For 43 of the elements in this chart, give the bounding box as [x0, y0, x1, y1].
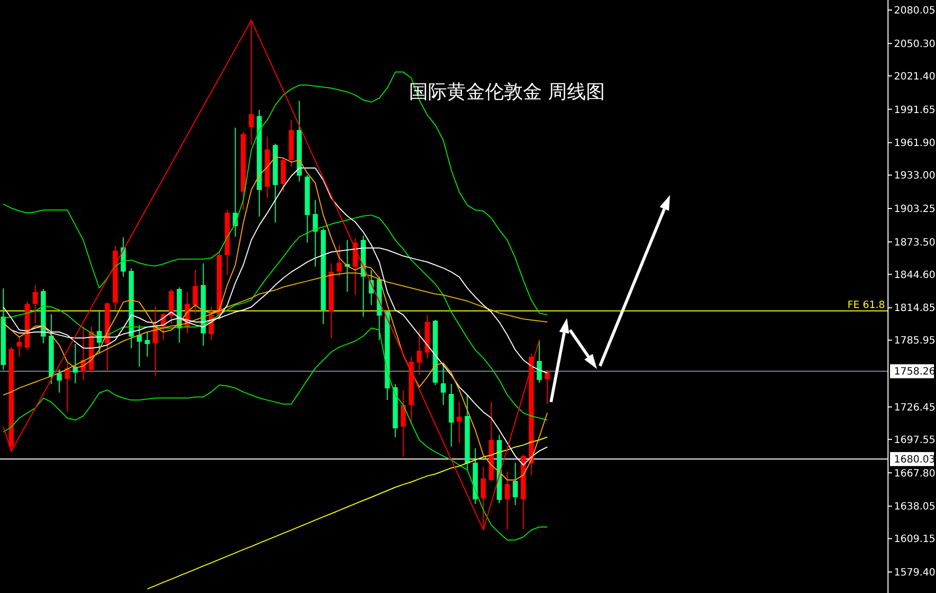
line-series	[2, 20, 540, 530]
line-series	[2, 327, 548, 541]
candlestick	[416, 328, 422, 376]
y-tick-label: 1903.25	[894, 204, 936, 215]
candlestick	[16, 336, 22, 358]
candlestick	[56, 368, 62, 394]
candlestick	[336, 244, 342, 278]
candlestick	[32, 284, 38, 324]
y-tick-label: 1814.85	[894, 303, 936, 314]
ref-line-label: FE 61.8	[847, 300, 885, 311]
candlestick	[536, 339, 542, 384]
y-tick-label: 1785.95	[894, 336, 936, 347]
y-tick-label: 1667.80	[894, 468, 936, 480]
line-series	[2, 214, 548, 421]
candlestick	[504, 471, 510, 530]
y-tick-label: 1638.05	[894, 502, 936, 513]
candlestick	[456, 401, 462, 444]
line-series	[2, 72, 548, 316]
candlestick	[64, 362, 70, 412]
ref-line-label: 1680.03	[894, 454, 936, 466]
y-tick-label: 1609.15	[894, 534, 936, 546]
candlestick	[512, 462, 518, 506]
y-tick-label: 1873.50	[894, 237, 936, 248]
y-tick-label: 1991.65	[894, 104, 936, 116]
y-tick-label: 1933.00	[894, 170, 936, 182]
y-tick-label: 1844.60	[894, 270, 936, 281]
ref-line-label: 1758.26	[894, 366, 936, 378]
y-tick-label: 2021.40	[894, 71, 936, 82]
line-series	[146, 436, 548, 590]
y-tick-label: 2080.05	[894, 6, 936, 17]
y-tick-label: 1961.90	[894, 138, 936, 150]
candlestick	[440, 362, 446, 406]
candlestick	[400, 390, 406, 458]
candlestick	[280, 158, 286, 192]
y-tick-label: 2050.30	[894, 38, 936, 50]
candlestick	[312, 200, 318, 268]
y-tick-label: 1726.45	[894, 402, 936, 414]
line-series	[2, 272, 548, 396]
y-tick-label: 1697.55	[894, 434, 936, 446]
candlestick	[144, 331, 150, 358]
candlestick	[544, 369, 550, 404]
candlestick	[192, 269, 198, 314]
y-tick-label: 1579.40	[894, 568, 936, 579]
